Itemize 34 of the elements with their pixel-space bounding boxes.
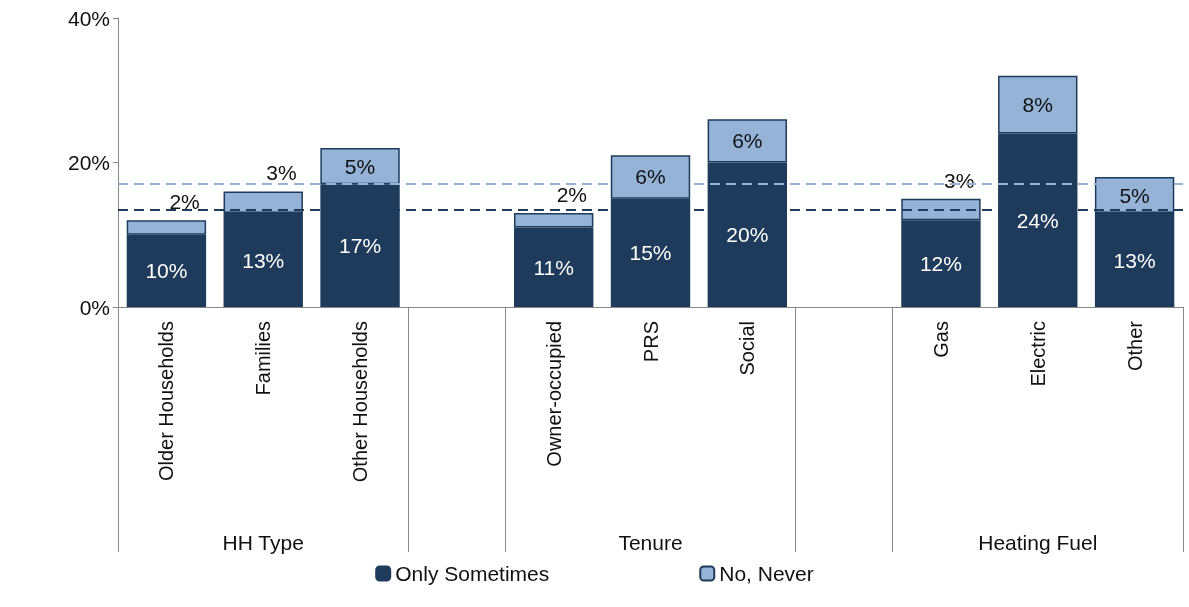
data-label: 6% xyxy=(635,165,666,189)
text: Heating Fuel xyxy=(978,531,1098,554)
data-label: 24% xyxy=(1016,208,1059,232)
x-tick-label: Families xyxy=(252,321,275,396)
data-label: 20% xyxy=(726,223,769,247)
data-label: 2% xyxy=(169,190,200,214)
x-tick-label: Electric xyxy=(1026,321,1049,387)
data-label: 5% xyxy=(344,154,376,178)
x-tick-label: Older Households xyxy=(155,321,178,482)
y-tick-label: 40% xyxy=(67,6,110,30)
y-tick-label: 20% xyxy=(67,151,110,174)
text: Tenure xyxy=(618,531,683,554)
data-label: 13% xyxy=(242,248,285,272)
data-label: 11% xyxy=(533,255,574,279)
data-label: 13% xyxy=(1113,248,1156,272)
x-tick-label: Other Households xyxy=(349,321,372,483)
data-label: 17% xyxy=(339,234,382,258)
data-label: 12% xyxy=(919,252,962,276)
x-tick-label: Other xyxy=(1123,320,1146,372)
data-label: 8% xyxy=(1022,93,1053,117)
data-label: 3% xyxy=(266,161,297,185)
data-label: 15% xyxy=(629,241,672,265)
data-label: 5% xyxy=(1119,183,1150,207)
x-tick-label: Gas xyxy=(929,321,952,358)
legend-label: No, Never xyxy=(719,562,814,585)
x-tick-label: PRS xyxy=(639,321,662,363)
legend-label: Only Sometimes xyxy=(395,562,550,585)
x-tick-label: Owner-occupied xyxy=(542,321,565,467)
x-tick-label: Social xyxy=(736,321,759,376)
data-label: 2% xyxy=(556,183,588,207)
text: HH Type xyxy=(222,531,304,554)
data-label: 10% xyxy=(145,259,188,283)
y-tick-label: 0% xyxy=(79,295,110,319)
data-label: 6% xyxy=(732,129,763,153)
